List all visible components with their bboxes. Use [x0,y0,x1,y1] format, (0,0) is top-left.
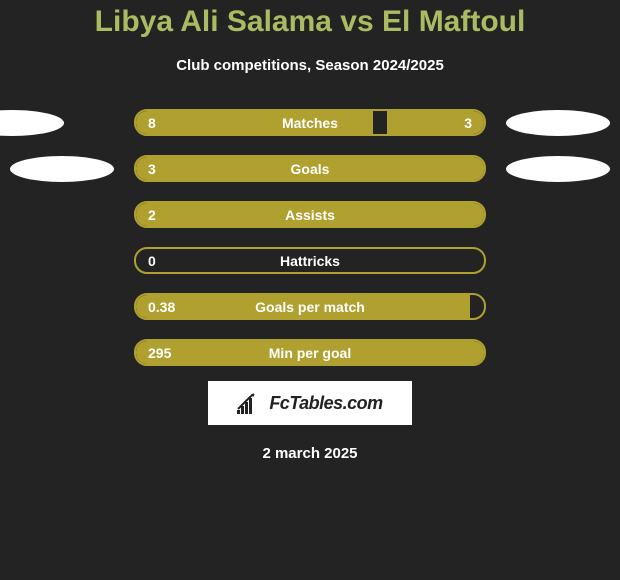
stat-value-right: 3 [464,115,472,131]
player1-marker [10,202,114,228]
stats-list: 8Matches33Goals2Assists0Hattricks0.38Goa… [0,109,620,366]
stat-label: Goals per match [136,299,484,315]
logo-box: FcTables.com [208,381,412,425]
player1-marker [0,110,64,136]
player2-marker [506,248,610,274]
player2-marker [506,202,610,228]
player1-marker [10,156,114,182]
stat-label: Hattricks [136,253,484,269]
stat-label: Min per goal [136,345,484,361]
player2-marker [506,110,610,136]
logo-text: FcTables.com [269,393,382,414]
stat-row: 295Min per goal [0,339,620,366]
stat-row: 3Goals [0,155,620,182]
page-title: Libya Ali Salama vs El Maftoul [95,5,526,39]
stat-label: Goals [136,161,484,177]
player2-marker [506,340,610,366]
player1-marker [10,248,114,274]
subtitle: Club competitions, Season 2024/2025 [176,57,444,74]
stat-row: 0.38Goals per match [0,293,620,320]
stat-row: 2Assists [0,201,620,228]
stat-row: 8Matches3 [0,109,620,136]
stat-bar: 8Matches3 [134,109,486,136]
date-label: 2 march 2025 [262,445,357,462]
player1-marker [10,340,114,366]
player2-marker [506,294,610,320]
stat-label: Assists [136,207,484,223]
stat-bar: 3Goals [134,155,486,182]
fctables-icon [237,391,265,415]
stat-bar: 0Hattricks [134,247,486,274]
stat-bar: 2Assists [134,201,486,228]
player2-marker [506,156,610,182]
stat-row: 0Hattricks [0,247,620,274]
player1-marker [10,294,114,320]
stat-bar: 0.38Goals per match [134,293,486,320]
comparison-infographic: Libya Ali Salama vs El Maftoul Club comp… [0,0,620,462]
stat-bar: 295Min per goal [134,339,486,366]
stat-label: Matches [136,115,484,131]
